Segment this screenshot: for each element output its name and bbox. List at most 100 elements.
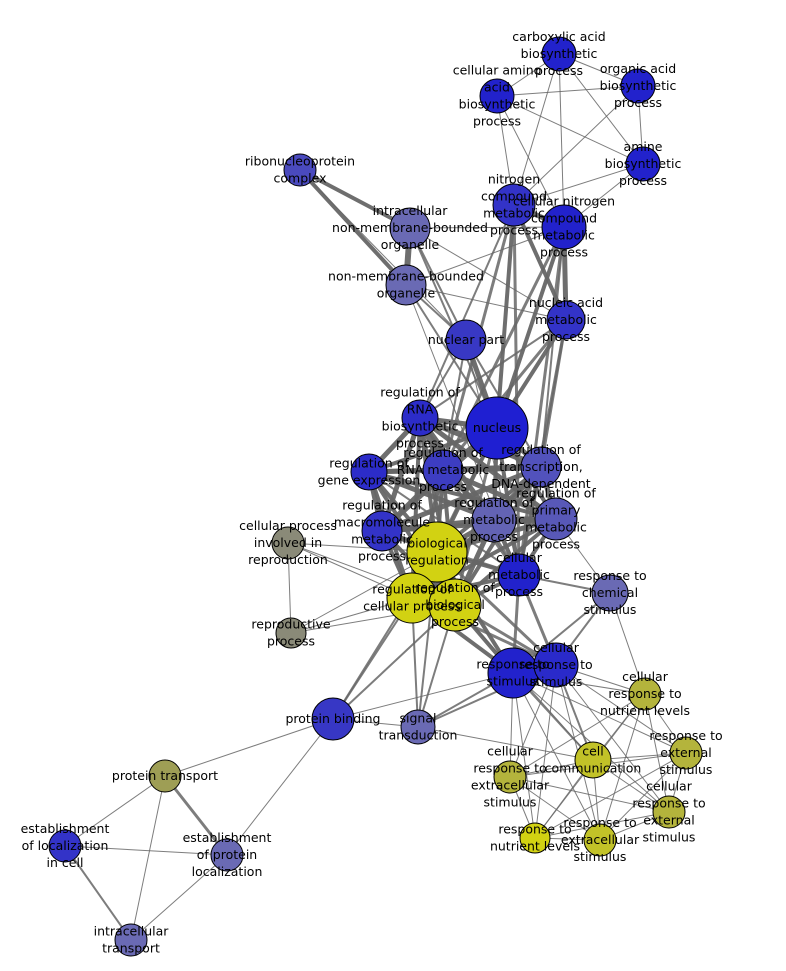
graph-node-label: biological regulation	[405, 535, 469, 567]
graph-node[interactable]	[574, 741, 612, 779]
graph-edge	[496, 95, 565, 228]
graph-node[interactable]	[471, 497, 517, 543]
graph-node[interactable]	[652, 795, 686, 829]
graph-edge	[513, 53, 560, 206]
graph-node-label: intracellular non-membrane-bounded organel…	[332, 203, 488, 252]
graph-edge	[367, 470, 558, 521]
graph-edge	[332, 672, 514, 720]
graph-edge	[495, 225, 566, 430]
graph-node[interactable]	[519, 822, 551, 854]
graph-edge	[512, 672, 687, 754]
graph-node[interactable]	[271, 526, 305, 560]
graph-node[interactable]	[428, 578, 482, 632]
graph-node-label: nitrogen compound metabolic process	[481, 171, 547, 237]
graph-node-label: signal transduction	[379, 710, 458, 742]
graph-node[interactable]	[400, 709, 436, 745]
graph-node[interactable]	[401, 399, 439, 437]
graph-node-label: establishment of protein localization	[183, 830, 272, 879]
graph-node-label: regulation of macromolecule metabolic proce…	[334, 497, 430, 563]
graph-node[interactable]	[148, 759, 182, 793]
graph-edge	[409, 227, 467, 341]
graph-node-label: response to external stimulus	[649, 728, 722, 777]
graph-node-label: response to nutrient levels	[490, 821, 580, 853]
graph-node[interactable]	[534, 497, 578, 541]
graph-node[interactable]	[210, 838, 244, 872]
graph-node-label: cellular process involved in reproduction	[239, 518, 337, 567]
graph-edge	[513, 163, 644, 206]
graph-edge	[599, 752, 687, 841]
graph-edge	[410, 517, 558, 600]
graph-node-label: non-membrane-bounded organelle	[328, 268, 484, 300]
graph-node[interactable]	[48, 829, 82, 863]
graph-edge	[419, 204, 515, 419]
graph-node[interactable]	[465, 396, 529, 460]
graph-node-label: cellular amino acid biosynthetic process	[453, 62, 542, 128]
labels-layer: carboxylic acid biosynthetic process organi…	[21, 29, 723, 956]
graph-node[interactable]	[493, 760, 527, 794]
graph-node[interactable]	[620, 68, 656, 104]
graph-node[interactable]	[497, 553, 541, 597]
graph-node[interactable]	[625, 146, 661, 182]
graph-node[interactable]	[385, 264, 427, 306]
graph-node-label: regulation of gene expression	[318, 455, 421, 487]
graph-node[interactable]	[533, 642, 579, 688]
graph-node[interactable]	[541, 204, 587, 250]
graph-node-label: response to stimulus	[476, 656, 549, 688]
graph-edge	[558, 53, 644, 165]
graph-edge	[555, 664, 670, 813]
graph-edge	[164, 718, 334, 777]
graph-node-label: response to chemical stimulus	[573, 568, 646, 617]
graph-edge	[417, 726, 594, 761]
graph-node-label: cellular response to external stimulus	[632, 778, 705, 844]
graph-edge	[419, 319, 567, 419]
graph-edge	[409, 226, 565, 229]
graph-node[interactable]	[350, 453, 388, 491]
graph-node[interactable]	[311, 697, 355, 741]
graph-edge	[558, 53, 565, 228]
graph-node-label: carboxylic acid biosynthetic process	[512, 29, 605, 78]
graph-node[interactable]	[361, 510, 403, 552]
graph-node-label: nuclear part	[428, 332, 504, 347]
graph-edge	[405, 226, 565, 286]
graph-node[interactable]	[389, 207, 431, 249]
graph-edge	[599, 693, 646, 841]
graph-node[interactable]	[283, 153, 317, 187]
graph-node[interactable]	[546, 300, 586, 340]
graph-node-label: organic acid biosynthetic process	[600, 61, 677, 110]
graph-node[interactable]	[520, 446, 562, 488]
graph-node[interactable]	[445, 319, 487, 361]
graph-node[interactable]	[541, 36, 577, 72]
graph-edge	[226, 718, 334, 856]
graph-node-label: regulation of RNA biosynthetic process	[380, 384, 460, 450]
graph-node-label: regulation of transcription, DNA-dependent	[491, 442, 590, 491]
graph-node[interactable]	[479, 78, 515, 114]
graph-edge	[298, 168, 412, 230]
graph-node[interactable]	[628, 677, 662, 711]
graph-node-label: amine biosynthetic process	[605, 139, 682, 188]
graph-edge	[512, 672, 601, 841]
graph-node[interactable]	[669, 736, 703, 770]
graph-node-label: cellular response to nutrient levels	[600, 669, 690, 718]
graph-edge	[299, 169, 467, 341]
graph-node-label: intracellular transport	[94, 923, 170, 955]
graph-edge	[405, 284, 567, 321]
graph-node-label: regulation of metabolic process	[454, 495, 534, 544]
graph-node-label: cellular response to stimulus	[519, 640, 592, 689]
graph-node[interactable]	[114, 923, 148, 957]
graph-node[interactable]	[492, 183, 536, 227]
graph-node[interactable]	[422, 449, 464, 491]
graph-node-label: cellular nitrogen compound metabolic proces…	[513, 193, 615, 259]
graph-node[interactable]	[406, 521, 468, 583]
graph-node-label: establishment of localization in cell	[21, 821, 110, 870]
graph-edge	[64, 845, 132, 941]
graph-node-label: cell communication	[545, 743, 642, 775]
graph-node[interactable]	[591, 574, 629, 612]
graph-edge	[64, 845, 228, 856]
graph-edge	[163, 774, 229, 857]
graph-node[interactable]	[275, 617, 307, 649]
graph-node[interactable]	[583, 823, 617, 857]
graph-edge	[513, 85, 639, 206]
graph-node-label: protein binding	[285, 711, 380, 726]
